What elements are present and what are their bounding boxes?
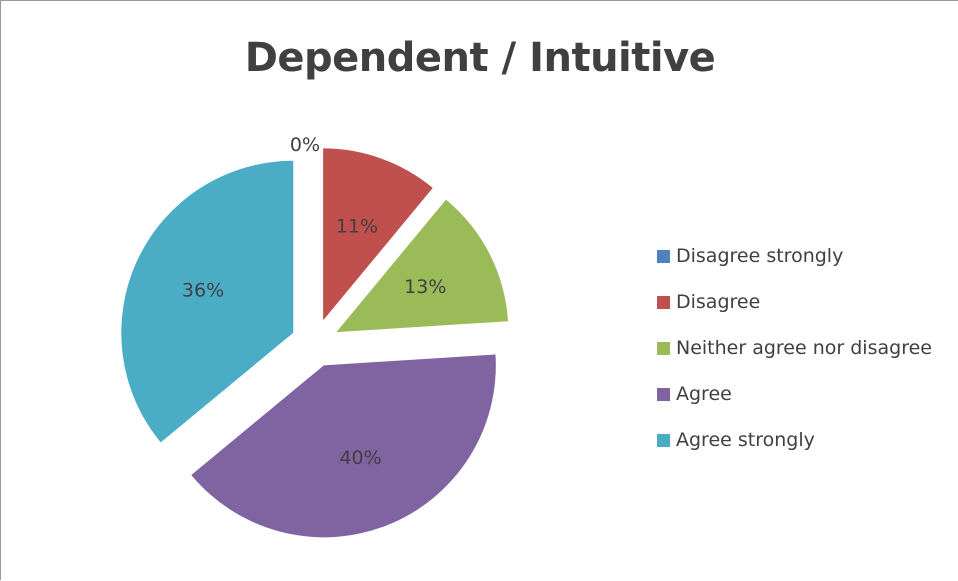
legend-label: Agree	[676, 383, 732, 405]
pie-slice-disagree	[323, 148, 433, 321]
chart-title: Dependent / Intuitive	[244, 35, 716, 81]
pie-slice-agree-strongly	[121, 160, 294, 443]
legend-swatch	[657, 433, 670, 447]
data-label-disagree-strongly: 0%	[290, 134, 320, 156]
legend-label: Agree strongly	[676, 429, 815, 451]
legend-label: Disagree	[676, 291, 761, 313]
legend-label: Neither agree nor disagree	[676, 337, 932, 359]
data-label-neither-agree-nor-disagree: 13%	[404, 276, 446, 298]
legend-item-agree: Agree	[657, 371, 932, 417]
legend-item-disagree: Disagree	[657, 279, 932, 325]
legend-swatch	[657, 249, 670, 263]
legend-swatch	[657, 295, 670, 309]
legend-item-neither-agree-nor-disagree: Neither agree nor disagree	[657, 325, 932, 371]
legend-item-agree-strongly: Agree strongly	[657, 417, 932, 463]
legend-item-disagree-strongly: Disagree strongly	[657, 233, 932, 279]
data-label-agree-strongly: 36%	[182, 279, 224, 301]
pie-slice-neither-agree-nor-disagree	[336, 199, 509, 333]
pie-slice-agree	[191, 354, 496, 538]
legend: Disagree strongly Disagree Neither agree n…	[657, 233, 932, 463]
legend-swatch	[657, 387, 670, 401]
data-label-disagree: 11%	[336, 216, 378, 238]
legend-label: Disagree strongly	[676, 245, 844, 267]
legend-swatch	[657, 341, 670, 355]
data-label-agree: 40%	[339, 447, 381, 469]
